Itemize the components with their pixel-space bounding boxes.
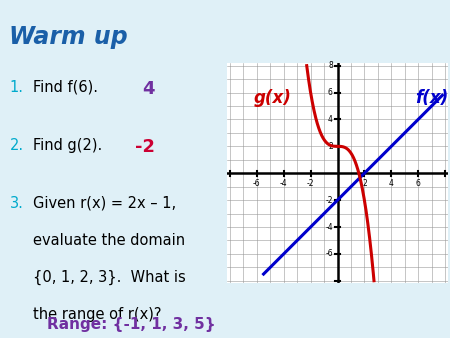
Text: 4: 4: [328, 115, 333, 124]
Text: Given r(x) = 2x – 1,: Given r(x) = 2x – 1,: [33, 196, 176, 211]
Text: 6: 6: [416, 179, 421, 188]
Text: -6: -6: [325, 249, 333, 258]
Text: 4: 4: [142, 80, 154, 98]
Text: 6: 6: [328, 88, 333, 97]
Text: 2: 2: [362, 179, 367, 188]
Text: 2: 2: [328, 142, 333, 151]
Text: 4: 4: [389, 179, 394, 188]
Text: f(x): f(x): [414, 89, 448, 107]
Text: -2: -2: [135, 138, 155, 156]
Text: -4: -4: [280, 179, 288, 188]
Text: Find g(2).: Find g(2).: [33, 138, 102, 153]
Text: Warm up: Warm up: [9, 25, 128, 49]
Text: 2.: 2.: [9, 138, 23, 153]
Text: -2: -2: [307, 179, 315, 188]
Text: -4: -4: [325, 222, 333, 232]
Text: 8: 8: [328, 61, 333, 70]
Text: the range of r(x)?: the range of r(x)?: [33, 307, 162, 322]
Text: Range: {-1, 1, 3, 5}: Range: {-1, 1, 3, 5}: [47, 317, 216, 332]
Text: 3.: 3.: [9, 196, 23, 211]
Text: {0, 1, 2, 3}.  What is: {0, 1, 2, 3}. What is: [33, 270, 186, 285]
Text: g(x): g(x): [254, 89, 292, 107]
Text: -2: -2: [325, 196, 333, 204]
Text: evaluate the domain: evaluate the domain: [33, 233, 185, 248]
Text: Find f(6).: Find f(6).: [33, 80, 98, 95]
Text: 1.: 1.: [9, 80, 23, 95]
Text: -6: -6: [253, 179, 261, 188]
